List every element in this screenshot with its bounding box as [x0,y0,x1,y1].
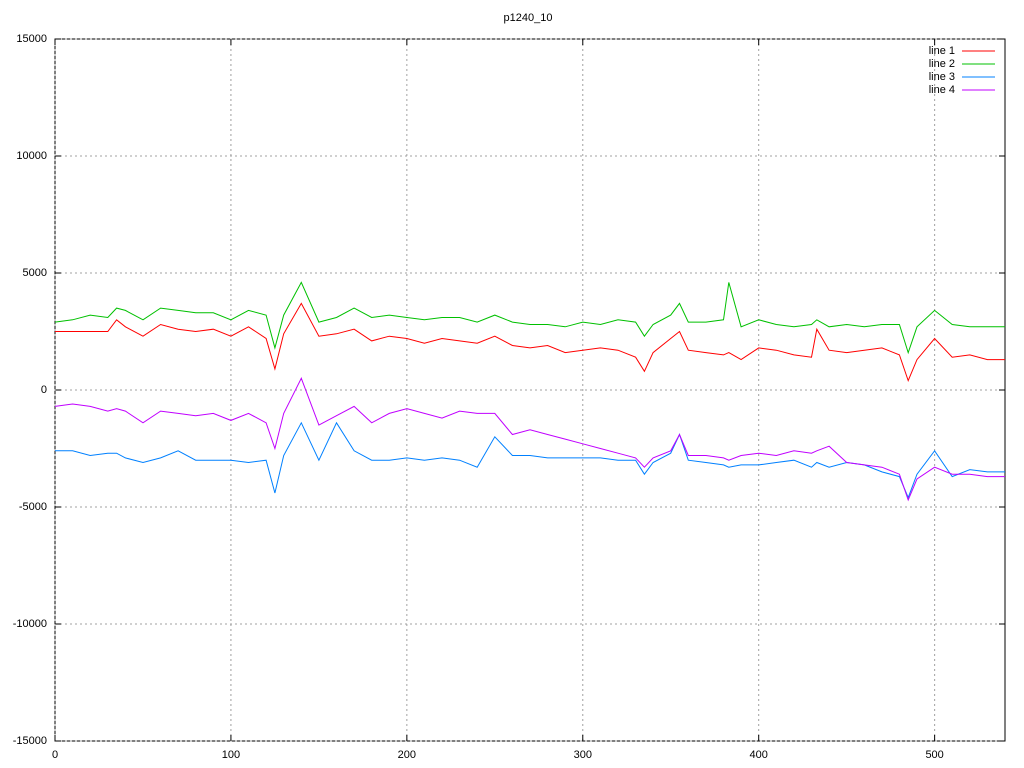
chart-title: p1240_10 [504,12,553,24]
series-line [54,377,1005,502]
x-tick-label: 200 [398,749,416,761]
y-tick-label: 5000 [23,267,47,279]
series-line [55,421,1005,499]
y-tick-label: -10000 [13,618,47,630]
y-tick-label: -5000 [19,501,47,513]
legend-label: line 1 [929,45,955,57]
x-tick-label: 0 [52,749,58,761]
legend-label: line 2 [929,58,955,70]
x-tick-label: 500 [925,749,943,761]
x-tick-label: 300 [574,749,592,761]
y-tick-label: -15000 [13,735,47,747]
legend-label: line 4 [929,84,955,96]
series-line [54,281,1005,355]
x-tick-label: 400 [750,749,768,761]
series-line [55,302,1005,383]
y-tick-label: 10000 [16,150,47,162]
legend-label: line 3 [929,71,955,83]
y-tick-label: 15000 [16,33,47,45]
x-tick-label: 100 [222,749,240,761]
y-tick-label: 0 [41,384,47,396]
